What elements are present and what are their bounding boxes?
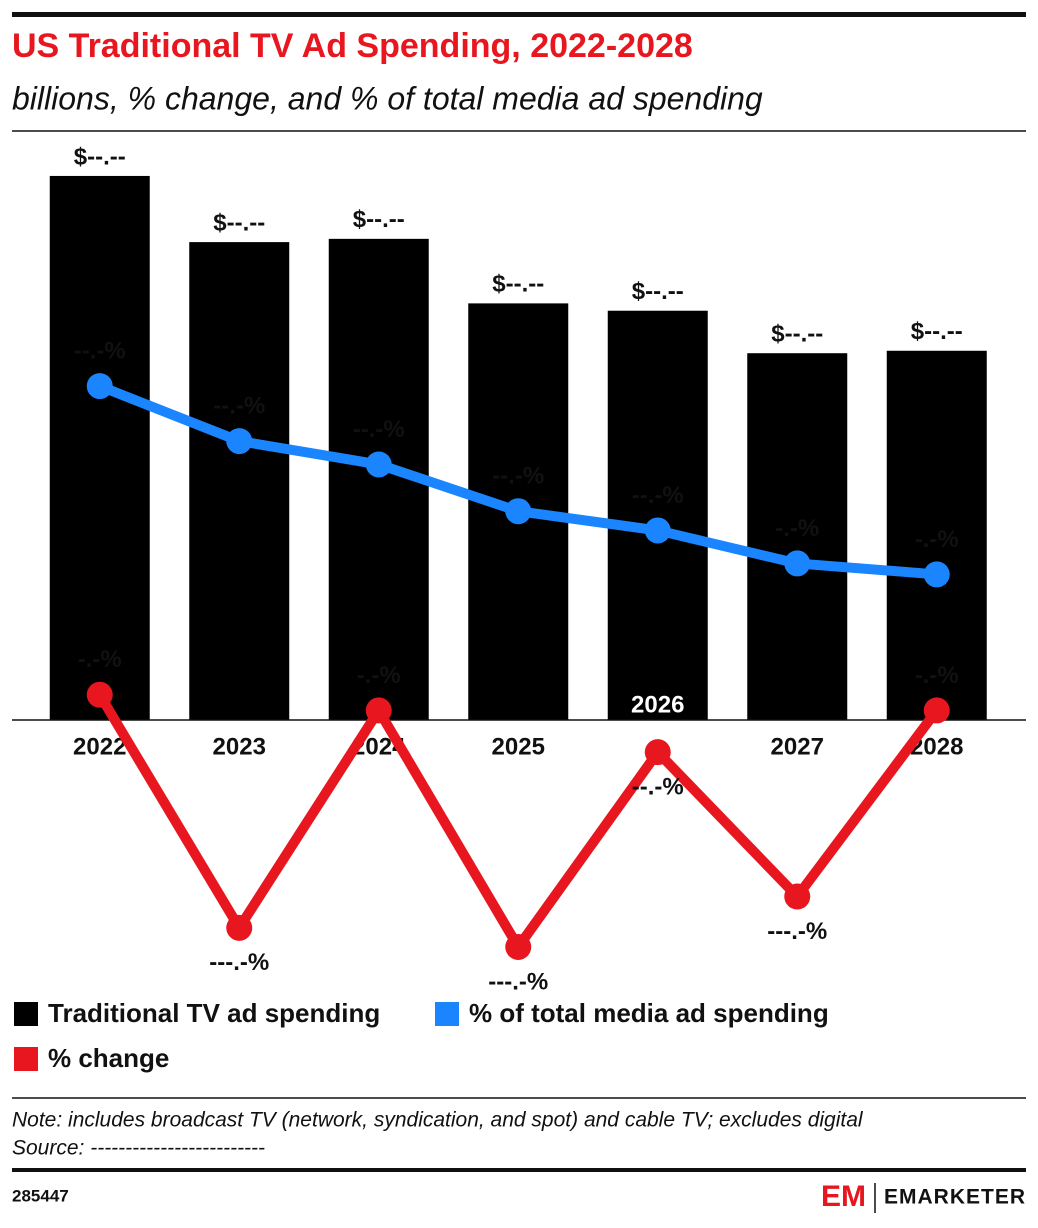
logo-mark: EM <box>821 1180 866 1213</box>
data-label: $--.-- <box>911 318 963 345</box>
point <box>784 883 811 910</box>
data-label: -.-% <box>357 662 401 689</box>
data-label: $--.-- <box>771 321 823 348</box>
x-tick-label: 2022 <box>73 733 126 760</box>
point <box>365 451 392 478</box>
data-label: --.-% <box>353 416 405 443</box>
data-label: -.-% <box>775 515 819 542</box>
bottom-rule <box>12 1168 1026 1172</box>
data-label: ---.-% <box>767 918 827 945</box>
data-label: ---.-% <box>209 949 269 976</box>
data-label: ---.-% <box>488 968 548 995</box>
point <box>505 498 532 525</box>
top-rule <box>12 12 1026 17</box>
legend-label: % of total media ad spending <box>469 998 829 1028</box>
bar <box>49 175 150 720</box>
point <box>86 681 113 708</box>
point <box>784 550 811 577</box>
legend-swatch <box>14 1002 38 1026</box>
logo: EMARKETER <box>884 1186 1026 1209</box>
point <box>644 739 671 766</box>
bar <box>886 350 987 720</box>
point <box>923 561 950 588</box>
data-label: $--.-- <box>213 209 265 236</box>
data-label: $--.-- <box>74 143 126 170</box>
chart-title: US Traditional TV Ad Spending, 2022-2028 <box>12 27 693 65</box>
data-label: $--.-- <box>492 271 544 298</box>
data-label: -.-% <box>915 662 959 689</box>
bar <box>747 353 848 720</box>
bar <box>607 310 708 720</box>
legend-label: Traditional TV ad spending <box>48 998 380 1028</box>
point <box>86 373 113 400</box>
data-label: --.-% <box>632 482 684 509</box>
chart-subtitle: billions, % change, and % of total media… <box>12 80 763 116</box>
point <box>226 914 253 941</box>
chart-id: 285447 <box>12 1186 69 1205</box>
point <box>923 697 950 724</box>
data-label: $--.-- <box>353 206 405 233</box>
x-tick-label: 2027 <box>771 733 824 760</box>
point <box>365 697 392 724</box>
x-tick-label: 2025 <box>492 733 545 760</box>
data-label: --.-% <box>492 463 544 490</box>
note: Note: includes broadcast TV (network, sy… <box>12 1109 864 1132</box>
x-tick-label: 2026 <box>631 691 684 718</box>
point <box>644 517 671 544</box>
plot: $--.-- $--.-- $--.-- $--.-- $--.-- $--.-- $--.… <box>12 143 1026 995</box>
data-label: -.-% <box>915 526 959 553</box>
data-label: --.-% <box>74 337 126 364</box>
x-tick-label: 2023 <box>213 733 266 760</box>
point <box>505 933 532 960</box>
data-label: $--.-- <box>632 278 684 305</box>
data-label: --.-% <box>632 774 684 801</box>
legend-label: % change <box>48 1043 169 1073</box>
legend-swatch <box>14 1047 38 1071</box>
bar <box>189 242 290 720</box>
point <box>226 428 253 455</box>
legend: Traditional TV ad spending % of total med… <box>14 998 829 1073</box>
data-label: --.-% <box>213 392 265 419</box>
data-label: -.-% <box>78 646 122 673</box>
legend-swatch <box>435 1002 459 1026</box>
source: Source: ------------------------- <box>12 1137 265 1160</box>
